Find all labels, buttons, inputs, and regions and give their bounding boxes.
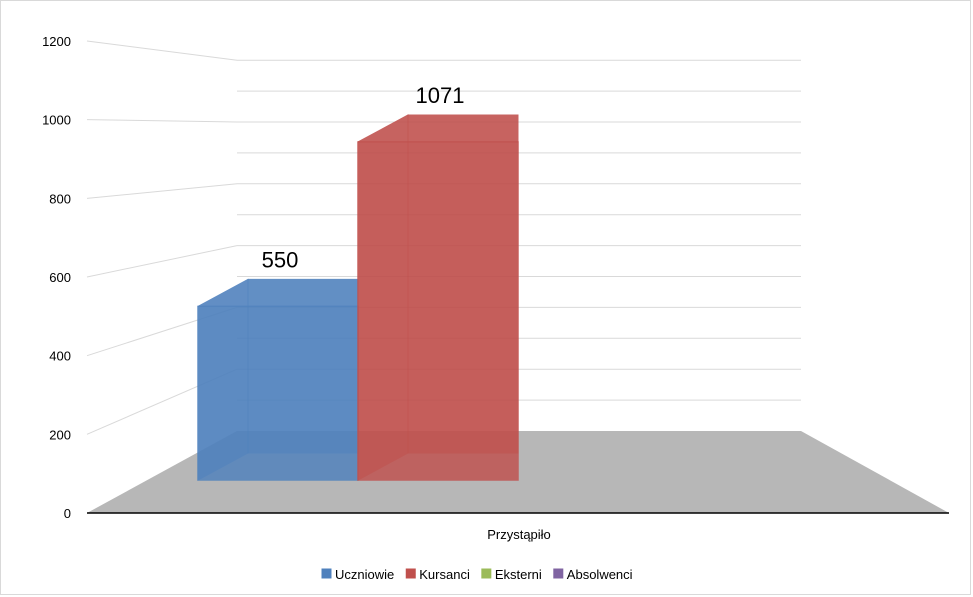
legend-label-kursanci: Kursanci	[419, 567, 470, 582]
legend-swatch-kursanci	[405, 568, 416, 579]
legend-label-uczniowie: Uczniowie	[335, 567, 394, 582]
legend-swatch-eksterni	[481, 568, 492, 579]
bar-kursanci	[357, 114, 519, 481]
legend-label-eksterni: Eksterni	[495, 567, 542, 582]
legend-swatch-uczniowie	[321, 568, 332, 579]
labels-layer: 550 1071	[262, 83, 465, 272]
x-category-label: Przystąpiło	[487, 527, 551, 542]
bar-front-face	[197, 305, 359, 481]
bar-front-face	[357, 141, 519, 481]
gridline-side-600	[86, 245, 238, 278]
data-label-kursanci: 1071	[416, 83, 465, 108]
bar-uczniowie	[197, 278, 359, 481]
gridline-side-1000	[86, 119, 238, 123]
gridline-side-800	[86, 183, 238, 199]
gridline-side-1200	[86, 40, 238, 61]
legend: Uczniowie Kursanci Eksterni Absolwenci	[321, 567, 633, 582]
legend-label-absolwenci: Absolwenci	[567, 567, 633, 582]
data-label-uczniowie: 550	[262, 247, 299, 272]
y-tick-label: 800	[49, 191, 71, 206]
y-tick-label: 0	[64, 506, 71, 521]
legend-swatch-absolwenci	[553, 568, 564, 579]
y-tick-label: 1200	[42, 34, 71, 49]
bars-layer	[197, 114, 519, 481]
y-tick-label: 200	[49, 427, 71, 442]
y-tick-label: 1000	[42, 113, 71, 128]
chart-walls	[86, 40, 801, 435]
y-tick-label: 600	[49, 270, 71, 285]
y-tick-label: 400	[49, 349, 71, 364]
axis-layer: 0 200 400 600 800 1000 1200 Przystąpiło	[42, 34, 949, 542]
